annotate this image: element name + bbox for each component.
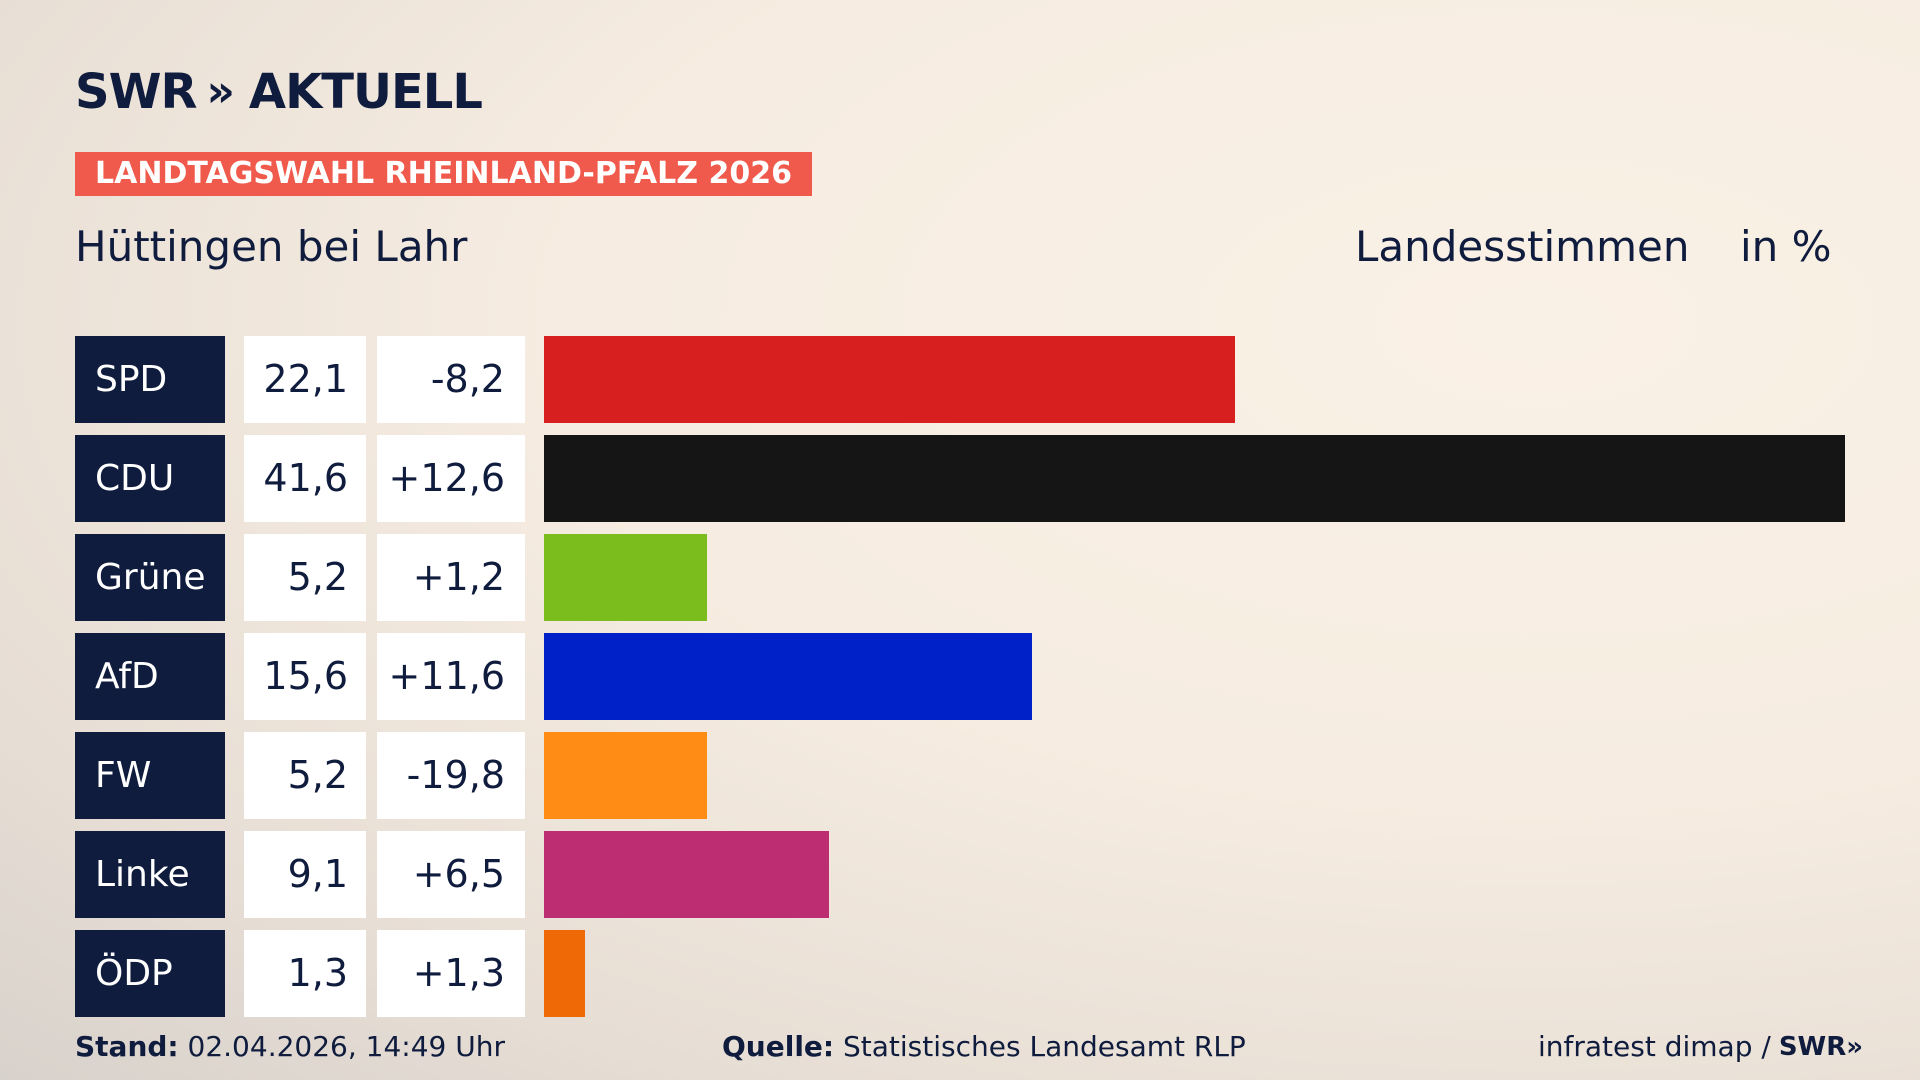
- election-banner: LANDTAGSWAHL RHEINLAND-PFALZ 2026: [75, 152, 812, 196]
- footer-credit: infratest dimap / SWR»: [1538, 1030, 1863, 1063]
- stand-label: Stand:: [75, 1030, 179, 1063]
- result-row: Grüne 5,2 +1,2: [75, 534, 1845, 621]
- change-label: +6,5: [377, 831, 525, 918]
- bar-fw: [544, 732, 707, 819]
- change-label: +11,6: [377, 633, 525, 720]
- vote-share-label: 41,6: [244, 435, 366, 522]
- credit-brand: SWR»: [1778, 1031, 1864, 1062]
- bar-linke: [544, 831, 829, 918]
- place-title: Hüttingen bei Lahr: [75, 222, 468, 271]
- party-label: CDU: [75, 435, 225, 522]
- result-row: AfD 15,6 +11,6: [75, 633, 1845, 720]
- result-row: FW 5,2 -19,8: [75, 732, 1845, 819]
- bar-afd: [544, 633, 1032, 720]
- party-label: Grüne: [75, 534, 225, 621]
- result-row: ÖDP 1,3 +1,3: [75, 930, 1845, 1017]
- votes-header: Landesstimmen: [1355, 222, 1690, 271]
- bar-cdu: [544, 435, 1845, 522]
- party-label: Linke: [75, 831, 225, 918]
- source-label: Quelle:: [722, 1030, 835, 1063]
- change-label: +1,2: [377, 534, 525, 621]
- party-label: ÖDP: [75, 930, 225, 1017]
- swr-aktuell-logo: SWR» AKTUELL: [75, 64, 483, 120]
- credit-text: infratest dimap /: [1538, 1030, 1771, 1063]
- change-label: +12,6: [377, 435, 525, 522]
- logo-chevrons: »: [206, 66, 235, 117]
- bar-spd: [544, 336, 1235, 423]
- stand-value: 02.04.2026, 14:49 Uhr: [187, 1030, 505, 1063]
- footer-stand: Stand: 02.04.2026, 14:49 Uhr: [75, 1030, 505, 1063]
- vote-share-label: 5,2: [244, 732, 366, 819]
- change-label: -8,2: [377, 336, 525, 423]
- footer-source: Quelle: Statistisches Landesamt RLP: [722, 1030, 1246, 1063]
- bar-grüne: [544, 534, 707, 621]
- vote-share-label: 15,6: [244, 633, 366, 720]
- bar-ödp: [544, 930, 585, 1017]
- logo-aktuell: AKTUELL: [248, 64, 483, 120]
- change-label: -19,8: [377, 732, 525, 819]
- result-row: Linke 9,1 +6,5: [75, 831, 1845, 918]
- change-label: +1,3: [377, 930, 525, 1017]
- party-label: FW: [75, 732, 225, 819]
- vote-share-label: 22,1: [244, 336, 366, 423]
- logo-swr: SWR: [75, 64, 197, 120]
- result-row: CDU 41,6 +12,6: [75, 435, 1845, 522]
- result-row: SPD 22,1 -8,2: [75, 336, 1845, 423]
- party-label: AfD: [75, 633, 225, 720]
- vote-share-label: 9,1: [244, 831, 366, 918]
- vote-share-label: 1,3: [244, 930, 366, 1017]
- source-value: Statistisches Landesamt RLP: [843, 1030, 1246, 1063]
- vote-share-label: 5,2: [244, 534, 366, 621]
- unit-header: in %: [1740, 222, 1832, 271]
- party-label: SPD: [75, 336, 225, 423]
